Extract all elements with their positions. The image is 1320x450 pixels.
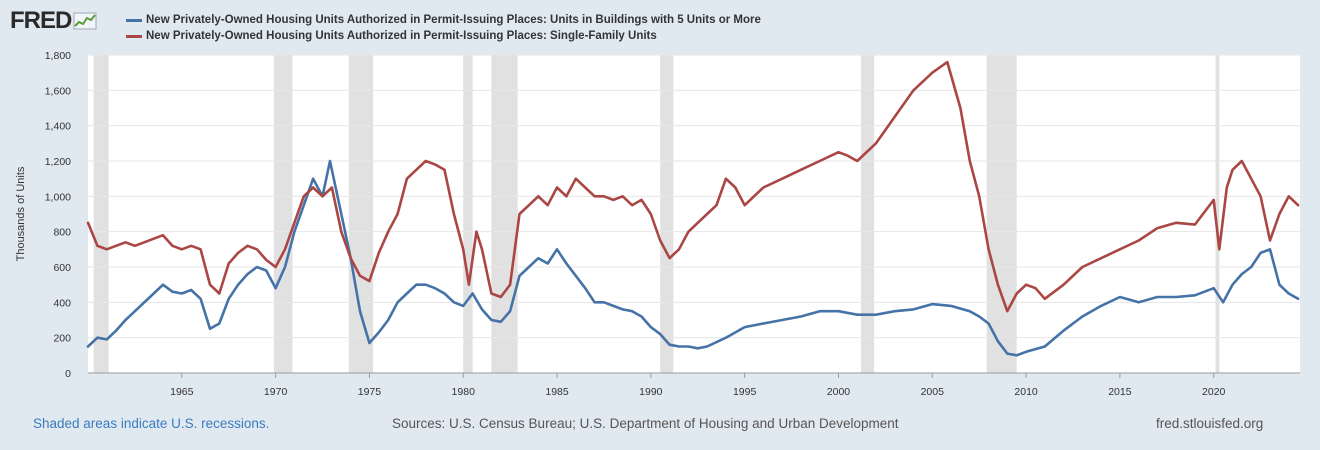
- recession-band-2: [348, 55, 374, 373]
- recession-band-3: [463, 55, 473, 373]
- legend-item-single[interactable]: New Privately-Owned Housing Units Author…: [126, 28, 761, 44]
- chart-legend: New Privately-Owned Housing Units Author…: [126, 12, 761, 44]
- legend-label-single: New Privately-Owned Housing Units Author…: [146, 30, 657, 42]
- y-axis-label: Thousands of Units: [15, 166, 27, 261]
- series-lines: [86, 60, 1300, 357]
- logo-text: FRED: [10, 7, 72, 34]
- y-tick-label: 1,600: [45, 85, 71, 97]
- chart-area: 0 200 400 600 800 1,000 1,200 1,400 1,600 1,800 1…: [0, 0, 1320, 400]
- line-chart-icon: [73, 12, 97, 30]
- y-tick-label: 0: [65, 368, 71, 380]
- recessions-note[interactable]: Shaded areas indicate U.S. recessions.: [33, 416, 270, 431]
- recession-band-1: [273, 55, 293, 373]
- x-tick-label: 1985: [545, 386, 569, 398]
- y-tick-label: 400: [53, 297, 71, 309]
- x-tick-label: 2005: [921, 386, 945, 398]
- sources-text: Sources: U.S. Census Bureau; U.S. Depart…: [392, 416, 899, 431]
- x-tick-label: 1980: [452, 386, 476, 398]
- x-axis-ticks: 1965 1970 1975 1980 1985 1990 1995 2000 2005 2010…: [88, 372, 1300, 398]
- recession-band-4: [491, 55, 518, 373]
- fred-logo[interactable]: FRED: [10, 7, 97, 35]
- y-tick-label: 1,800: [45, 50, 71, 62]
- recession-band-6: [860, 55, 875, 373]
- y-axis-ticks: 0 200 400 600 800 1,000 1,200 1,400 1,600 1,800: [45, 50, 71, 380]
- x-tick-label: 2015: [1108, 386, 1132, 398]
- y-tick-label: 800: [53, 227, 71, 239]
- plot-background: [88, 55, 1300, 373]
- y-tick-label: 600: [53, 262, 71, 274]
- legend-swatch-single: [126, 34, 142, 38]
- x-tick-label: 1965: [170, 386, 194, 398]
- housing-permits-chart[interactable]: 0 200 400 600 800 1,000 1,200 1,400 1,600 1,800 1…: [0, 0, 1320, 400]
- y-tick-label: 1,200: [45, 156, 71, 168]
- recession-band-0: [93, 55, 109, 373]
- series-line-single-family[interactable]: [86, 60, 1300, 313]
- x-tick-label: 1975: [358, 386, 382, 398]
- y-tick-label: 200: [53, 333, 71, 345]
- series-line-5plus-units[interactable]: [86, 159, 1300, 357]
- x-tick-label: 1995: [733, 386, 757, 398]
- recession-band-5: [660, 55, 674, 373]
- y-tick-label: 1,000: [45, 191, 71, 203]
- x-tick-label: 2010: [1014, 386, 1038, 398]
- x-tick-label: 1970: [264, 386, 288, 398]
- y-tick-label: 1,400: [45, 121, 71, 133]
- site-link[interactable]: fred.stlouisfed.org: [1156, 416, 1264, 431]
- grid-lines: [88, 54, 1300, 374]
- recession-shading: [93, 55, 1220, 373]
- legend-label-5plus: New Privately-Owned Housing Units Author…: [146, 14, 761, 26]
- legend-item-5plus[interactable]: New Privately-Owned Housing Units Author…: [126, 12, 761, 28]
- x-tick-label: 1990: [639, 386, 663, 398]
- x-tick-label: 2000: [827, 386, 851, 398]
- x-tick-label: 2020: [1202, 386, 1226, 398]
- recession-band-7: [986, 55, 1017, 373]
- legend-swatch-5plus: [126, 18, 142, 22]
- recession-band-8: [1215, 55, 1220, 373]
